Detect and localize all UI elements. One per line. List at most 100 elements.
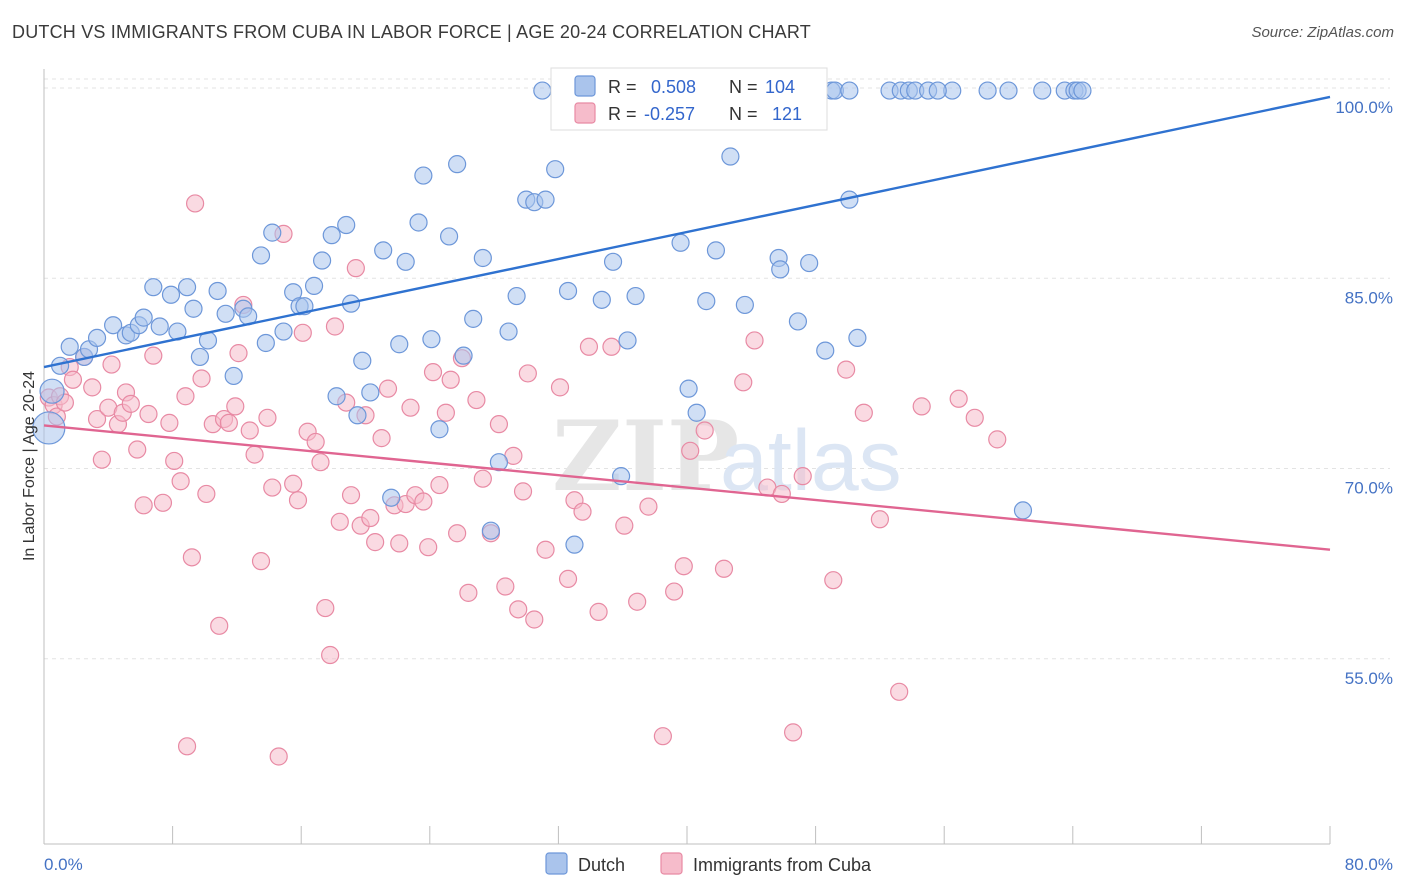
dutch-point-53	[473, 248, 492, 268]
y-tick-label-0: 55.0%	[1345, 669, 1393, 688]
dutch-point-54	[481, 521, 500, 540]
dutch-point-43	[390, 335, 409, 354]
dutch-point-51	[454, 346, 473, 365]
cuba-point-17	[128, 440, 147, 459]
dutch-point-35	[327, 387, 346, 406]
dutch-point-47	[422, 330, 441, 349]
cuba-point-77	[459, 583, 478, 602]
legend-swatch-cuba	[574, 102, 596, 124]
dutch-point-22	[224, 366, 243, 386]
dutch-point-52	[464, 309, 483, 328]
dutch-point-75	[697, 292, 716, 311]
dutch-point-57	[507, 286, 526, 306]
cuba-point-26	[177, 737, 197, 756]
cuba-point-41	[258, 408, 277, 427]
cuba-point-111	[824, 571, 843, 590]
dutch-point-99	[1073, 81, 1092, 100]
cuba-point-9	[87, 409, 107, 429]
watermark: ZIP atlas	[552, 400, 902, 513]
chart-title: DUTCH VS IMMIGRANTS FROM CUBA IN LABOR F…	[12, 22, 811, 42]
cuba-point-12	[102, 355, 121, 374]
cuba-point-56	[341, 486, 361, 505]
dutch-point-65	[592, 290, 611, 309]
cuba-point-86	[518, 364, 537, 383]
legend-label-dutch: Dutch	[578, 855, 625, 875]
dutch-point-101	[840, 81, 859, 100]
dutch-point-41	[374, 241, 393, 260]
cuba-point-100	[665, 582, 684, 601]
cuba-point-85	[513, 482, 533, 501]
cuba-point-112	[837, 360, 856, 379]
cuba-point-57	[346, 259, 365, 278]
dutch-point-86	[848, 328, 867, 348]
dutch-point-7	[104, 316, 123, 335]
dutch-point-27	[263, 223, 282, 242]
dutch-point-20	[208, 281, 227, 301]
cuba-point-103	[695, 421, 714, 440]
dutch-point-55	[489, 453, 509, 472]
cuba-point-16	[121, 394, 140, 413]
cuba-points	[39, 194, 1007, 766]
dutch-point-77	[721, 147, 740, 166]
y-tick-label-2: 85.0%	[1345, 288, 1393, 307]
dutch-point-38	[348, 406, 367, 425]
dutch-point-18	[190, 347, 210, 367]
cuba-trendline	[43, 424, 1331, 551]
legend-r-value-dutch: 0.508	[651, 77, 696, 97]
legend-swatch-cuba-bottom	[660, 852, 683, 875]
cuba-point-106	[745, 331, 764, 350]
cuba-point-32	[210, 616, 229, 635]
cuba-point-27	[182, 548, 201, 567]
cuba-point-53	[325, 317, 345, 336]
cuba-point-101	[674, 557, 693, 576]
dutch-point-21	[216, 304, 235, 323]
cuba-point-34	[219, 413, 238, 432]
legend-swatch-dutch-bottom	[545, 852, 568, 875]
cuba-point-93	[579, 337, 599, 356]
cuba-point-52	[321, 645, 340, 665]
dutch-trendline	[43, 95, 1331, 369]
dutch-point-81	[788, 312, 808, 331]
dutch-point-95	[1033, 81, 1052, 100]
dutch-point-94	[1013, 501, 1033, 520]
cuba-point-10	[92, 450, 111, 469]
cuba-point-25	[176, 387, 195, 406]
dutch-point-13	[150, 317, 169, 336]
dutch-point-78	[735, 295, 754, 315]
cuba-point-97	[628, 592, 647, 611]
x-tick-label-0: 0.0%	[44, 855, 83, 874]
cuba-point-23	[165, 451, 184, 471]
dutch-point-6	[87, 328, 107, 348]
cuba-point-45	[284, 474, 303, 493]
cuba-point-18	[134, 496, 153, 515]
dutch-point-62	[546, 160, 565, 179]
cuba-point-22	[160, 413, 179, 432]
trendlines	[43, 95, 1331, 551]
cuba-point-42	[263, 478, 282, 497]
cuba-point-63	[378, 379, 398, 398]
cuba-point-62	[372, 429, 391, 448]
cuba-point-54	[330, 512, 349, 531]
dutch-point-102	[928, 81, 947, 100]
dutch-point-28	[274, 322, 293, 341]
dutch-point-25	[251, 246, 271, 265]
y-axis-label: In Labor Force | Age 20-24	[21, 371, 38, 561]
cuba-point-19	[139, 404, 158, 424]
cuba-point-84	[509, 600, 528, 619]
cuba-point-95	[602, 337, 621, 356]
dutch-point-26	[256, 333, 275, 353]
legend-r-label-cuba: R =	[608, 104, 637, 124]
dutch-point-82	[800, 253, 819, 273]
cuba-point-60	[361, 508, 380, 528]
stats-legend-box	[550, 67, 828, 131]
cuba-point-30	[197, 484, 216, 504]
cuba-point-113	[854, 403, 873, 422]
dutch-point-46	[414, 166, 433, 185]
dutch-point-3	[60, 337, 79, 356]
dutch-point-11	[134, 308, 153, 327]
cuba-point-75	[448, 524, 467, 543]
dutch-point-61	[533, 81, 552, 100]
cuba-point-21	[153, 493, 173, 512]
cuba-point-67	[401, 398, 420, 417]
